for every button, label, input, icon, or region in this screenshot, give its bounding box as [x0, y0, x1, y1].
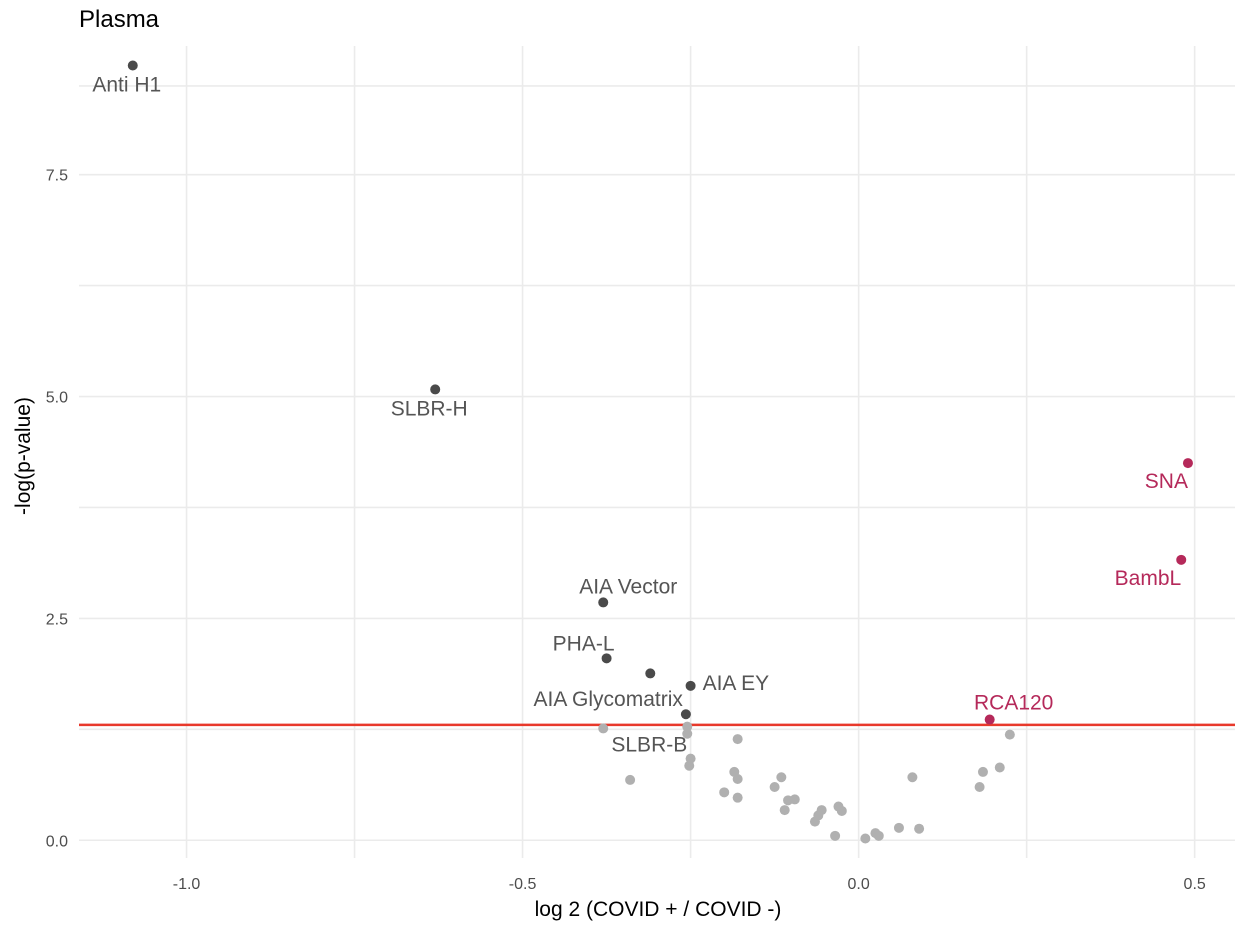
data-point	[1004, 729, 1015, 740]
point-labels: Anti H1 SLBR-H AIA Vector PHA-L AIA EY AIA Gl…	[92, 74, 1188, 757]
data-point-up	[1182, 458, 1193, 469]
point-label: SLBR-H	[391, 397, 468, 420]
x-tick-label: -0.5	[509, 876, 537, 893]
data-point	[625, 774, 636, 785]
data-point	[830, 830, 841, 841]
y-axis-ticks: 0.0 2.5 5.0 7.5	[46, 168, 68, 851]
data-point-up	[1176, 554, 1187, 565]
data-point-down	[601, 653, 612, 664]
point-label: BambL	[1115, 567, 1182, 590]
point-label: SNA	[1145, 470, 1188, 493]
data-point	[977, 766, 988, 777]
y-tick-label: 5.0	[46, 390, 68, 407]
data-point	[836, 805, 847, 816]
data-point	[779, 805, 790, 816]
data-point	[873, 830, 884, 841]
data-point	[860, 833, 871, 844]
data-point-down	[645, 668, 656, 679]
data-point-down	[598, 597, 609, 608]
data-point-down	[430, 384, 441, 395]
x-tick-label: -1.0	[173, 876, 201, 893]
y-axis-title: -log(p-value)	[12, 397, 35, 515]
point-label: AIA EY	[703, 672, 770, 695]
data-point	[684, 760, 695, 771]
point-label: AIA Vector	[579, 575, 677, 598]
data-point	[907, 772, 918, 783]
data-point	[719, 787, 730, 798]
grid	[79, 46, 1235, 858]
point-label: AIA Glycomatrix	[534, 688, 684, 711]
point-label: SLBR-B	[611, 734, 687, 757]
data-point-down	[680, 709, 691, 720]
data-point	[893, 822, 904, 833]
data-point	[682, 728, 693, 739]
x-axis-title: log 2 (COVID + / COVID -)	[535, 898, 782, 921]
x-tick-label: 0.0	[848, 876, 870, 893]
data-point	[914, 823, 925, 834]
data-point-nonsig	[682, 721, 693, 732]
data-point	[732, 774, 743, 785]
point-label: RCA120	[974, 692, 1053, 715]
y-tick-label: 7.5	[46, 168, 68, 185]
y-tick-label: 0.0	[46, 833, 68, 850]
data-point	[598, 723, 609, 734]
data-point	[789, 794, 800, 805]
chart-title: Plasma	[79, 6, 160, 33]
y-tick-label: 2.5	[46, 611, 68, 628]
x-axis-ticks: -1.0 -0.5 0.0 0.5	[173, 876, 1206, 893]
data-point	[732, 734, 743, 745]
data-point	[776, 772, 787, 783]
data-point	[769, 782, 780, 793]
x-tick-label: 0.5	[1184, 876, 1206, 893]
points-layer	[127, 60, 1193, 844]
data-point	[994, 762, 1005, 773]
data-point	[732, 792, 743, 803]
data-point-up	[984, 714, 995, 725]
data-point	[974, 782, 985, 793]
data-point-down	[127, 60, 138, 71]
point-label: Anti H1	[92, 74, 161, 97]
data-point-down	[685, 680, 696, 691]
point-label: PHA-L	[553, 632, 615, 655]
data-point	[816, 805, 827, 816]
